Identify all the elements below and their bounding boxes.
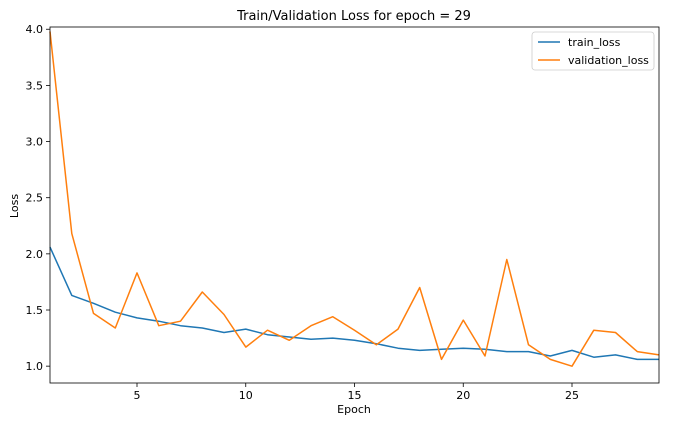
x-tick-label: 15 xyxy=(348,389,362,402)
x-tick-label: 25 xyxy=(565,389,579,402)
y-axis-label: Loss xyxy=(8,194,21,218)
legend-label-validation-loss: validation_loss xyxy=(568,54,649,67)
y-tick-label: 3.0 xyxy=(26,136,44,149)
y-tick-label: 1.0 xyxy=(26,360,44,373)
y-tick-label: 3.5 xyxy=(26,79,44,92)
x-tick-label: 5 xyxy=(134,389,141,402)
x-tick-label: 10 xyxy=(239,389,253,402)
y-tick-label: 4.0 xyxy=(26,23,44,36)
y-tick-label: 1.5 xyxy=(26,304,44,317)
series-line-train-loss xyxy=(49,246,659,361)
series-line-validation-loss xyxy=(49,31,660,367)
x-axis-label: Epoch xyxy=(337,403,371,416)
legend: train_loss validation_loss xyxy=(531,31,655,71)
plot-lines xyxy=(49,31,660,367)
chart-title: Train/Validation Loss for epoch = 29 xyxy=(236,9,471,24)
legend-label-train-loss: train_loss xyxy=(568,36,621,49)
y-tick-label: 2.5 xyxy=(26,192,44,205)
x-tick-label: 20 xyxy=(456,389,470,402)
x-axis-ticks: 5 10 15 20 25 xyxy=(134,383,579,402)
legend-box xyxy=(531,31,655,71)
y-axis-ticks: 1.0 1.5 2.0 2.5 3.0 3.5 4.0 xyxy=(26,23,50,373)
y-tick-label: 2.0 xyxy=(26,248,44,261)
